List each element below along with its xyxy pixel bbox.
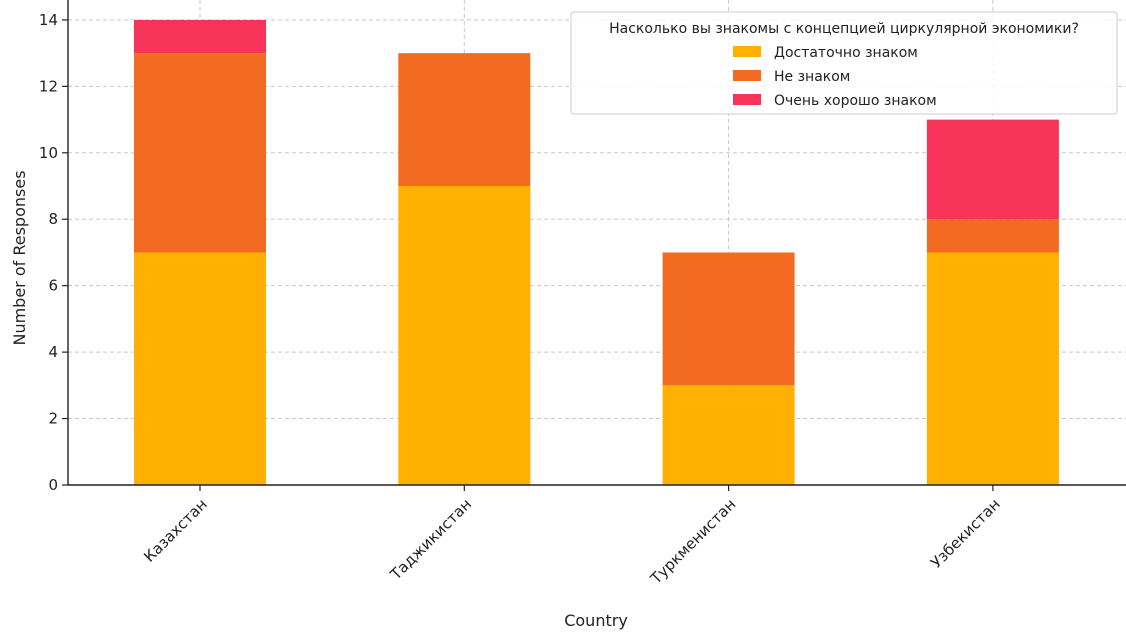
legend-label: Не знаком	[774, 69, 850, 85]
axes	[62, 0, 1126, 491]
y-tick-label: 12	[39, 77, 58, 95]
y-axis-title: Number of Responses	[10, 170, 29, 345]
y-tick-label: 14	[39, 11, 58, 29]
bar-segment	[134, 53, 266, 253]
legend-title: Насколько вы знакомы с концепцией циркул…	[609, 21, 1079, 37]
legend-swatch	[733, 70, 761, 81]
legend-items: Достаточно знаком Не знаком Очень хорошо з…	[733, 45, 937, 109]
bar-segment	[662, 252, 795, 386]
bars	[134, 19, 1059, 485]
legend-label: Очень хорошо знаком	[774, 93, 937, 109]
y-tick-label: 4	[48, 343, 58, 361]
bar-segment	[926, 119, 1059, 220]
y-tick-label: 10	[39, 144, 58, 162]
y-tick-label: 0	[48, 476, 58, 494]
x-tick-label: Казахстан	[140, 495, 211, 566]
legend-swatch	[733, 46, 761, 57]
bar-segment	[398, 186, 531, 485]
x-tick-label: Таджикистан	[386, 495, 475, 584]
legend-box	[570, 11, 1118, 115]
bar-segment	[134, 19, 266, 54]
bar-segment	[134, 252, 266, 485]
y-tick-label: 6	[48, 277, 58, 295]
bar-segment	[662, 385, 795, 485]
x-tick-label: Узбекистан	[927, 495, 1004, 572]
legend: Насколько вы знакомы с концепцией циркул…	[570, 11, 1118, 115]
y-tick-label: 8	[48, 210, 58, 228]
x-tick-label: Туркменистан	[646, 495, 739, 588]
bar-segment	[398, 53, 531, 187]
bar-segment	[926, 219, 1059, 253]
legend-label: Достаточно знаком	[774, 45, 918, 61]
legend-swatch	[733, 94, 761, 105]
x-axis-title: Country	[564, 611, 628, 630]
y-tick-label: 2	[48, 410, 58, 428]
bar-segment	[926, 252, 1059, 485]
